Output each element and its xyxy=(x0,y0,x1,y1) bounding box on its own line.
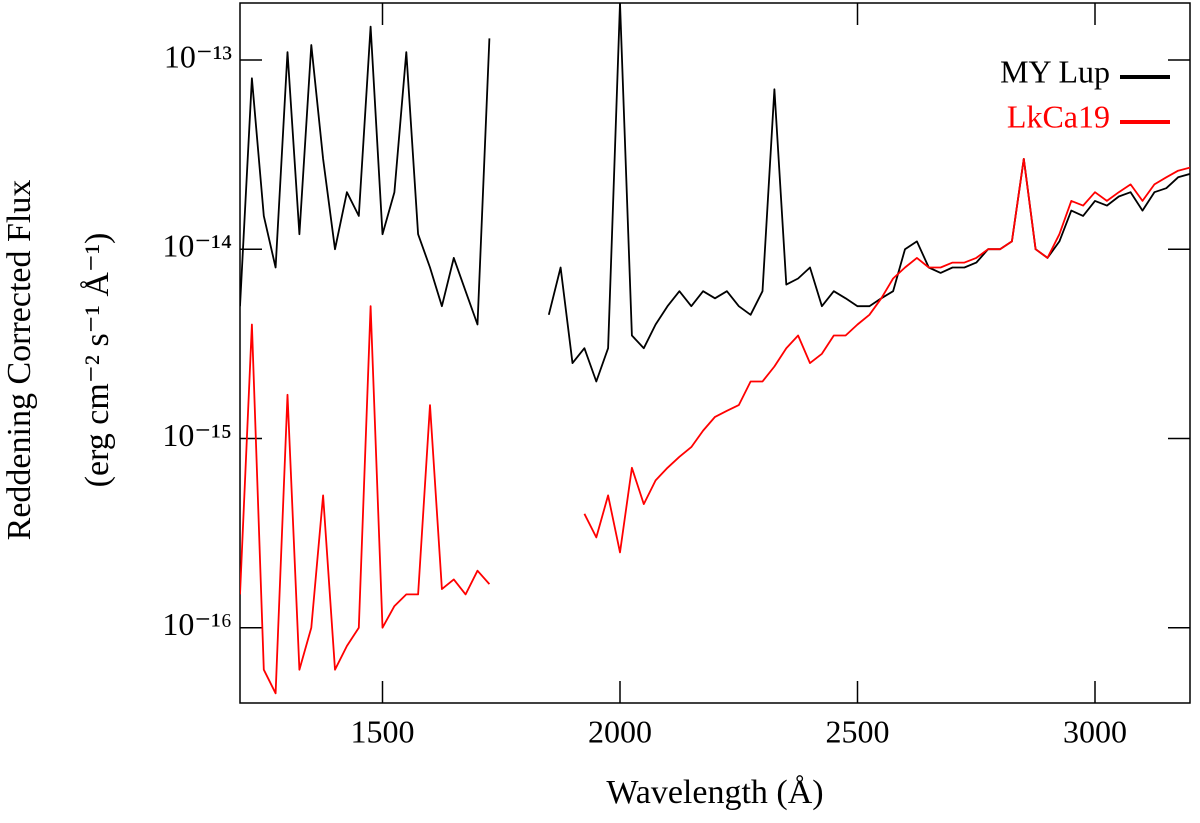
y-tick-label: 10⁻¹⁴ xyxy=(162,228,232,264)
y-axis-label: Reddening Corrected Flux xyxy=(1,180,38,541)
series-line xyxy=(240,158,1190,695)
legend-label: LkCa19 xyxy=(1007,98,1110,134)
y-axis-label: (erg cm⁻² s⁻¹ Å⁻¹) xyxy=(79,233,116,488)
plot-frame xyxy=(239,2,1191,704)
x-tick-label: 1500 xyxy=(351,713,415,749)
series-line xyxy=(240,3,1190,383)
x-tick-label: 2500 xyxy=(826,713,890,749)
legend-label: MY Lup xyxy=(1000,53,1110,89)
x-tick-label: 3000 xyxy=(1063,713,1127,749)
x-tick-label: 2000 xyxy=(588,713,652,749)
x-axis-label: Wavelength (Å) xyxy=(606,774,823,811)
y-tick-label: 10⁻¹⁶ xyxy=(162,606,232,642)
y-tick-label: 10⁻¹⁵ xyxy=(162,417,232,453)
y-tick-label: 10⁻¹³ xyxy=(164,38,232,74)
